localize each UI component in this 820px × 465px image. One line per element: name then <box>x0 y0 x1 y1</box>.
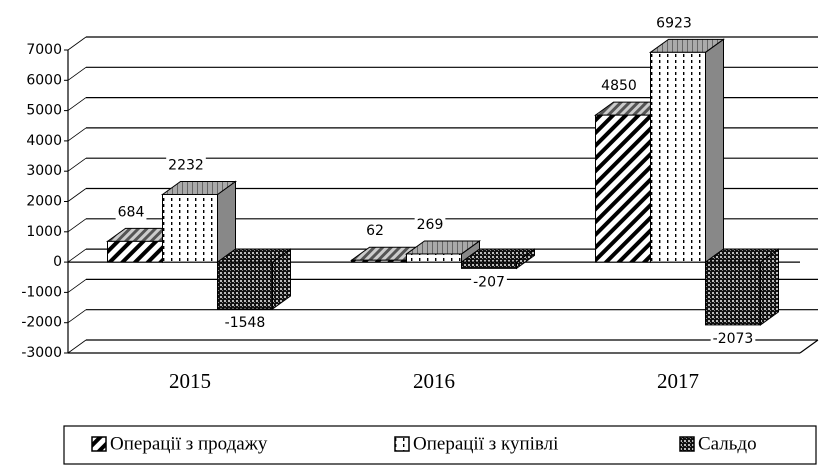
value-label-bg <box>115 204 147 221</box>
y-tick-label: 4000 <box>26 133 62 149</box>
bar <box>461 261 517 269</box>
y-tick-label: 0 <box>53 254 62 270</box>
x-tick-label: 2017 <box>657 369 699 393</box>
y-tick-label: -2000 <box>21 315 62 331</box>
legend-swatch <box>679 436 695 452</box>
value-label: 684 <box>118 204 145 220</box>
floor-side <box>799 339 819 354</box>
grid-connector <box>67 66 87 81</box>
value-label-bg <box>222 315 268 332</box>
bar <box>162 193 218 263</box>
y-tick-label: 2000 <box>26 194 62 210</box>
y-tick-label: 7000 <box>26 42 62 58</box>
grid-connector <box>67 218 87 233</box>
value-label: -1548 <box>225 315 266 331</box>
grid-connector <box>67 309 87 324</box>
bar <box>595 114 651 263</box>
legend-swatch <box>91 436 107 452</box>
bar <box>351 259 407 263</box>
value-label: -207 <box>473 274 505 290</box>
legend-label: Операції з купівлі <box>413 433 558 454</box>
bar <box>705 261 761 326</box>
bar-side <box>705 38 724 264</box>
value-label-bg <box>654 15 694 32</box>
value-label: 6923 <box>656 15 692 31</box>
value-label: 269 <box>417 217 444 233</box>
bar <box>406 253 462 263</box>
legend-swatch <box>394 436 410 452</box>
value-label: -2073 <box>713 331 754 347</box>
bar <box>107 240 163 263</box>
grid-connector <box>67 97 87 111</box>
value-label: 2232 <box>168 157 204 173</box>
grid-connector <box>67 279 87 293</box>
grid-connector <box>67 127 87 142</box>
y-tick-label: -3000 <box>21 345 62 361</box>
bar-side <box>217 180 236 264</box>
x-tick-label: 2015 <box>169 369 211 393</box>
legend-label: Операції з продажу <box>110 433 268 454</box>
grid-connector <box>67 36 87 51</box>
y-tick-label: 6000 <box>26 72 62 88</box>
y-tick-label: 5000 <box>26 103 62 119</box>
y-tick-label: 3000 <box>26 163 62 179</box>
x-tick-label: 2016 <box>413 369 455 393</box>
grid-connector <box>67 248 87 263</box>
value-label-bg <box>166 157 206 174</box>
legend-label: Сальдо <box>698 433 757 454</box>
bar <box>650 51 706 263</box>
grid-connector <box>67 188 87 202</box>
y-tick-label: 1000 <box>26 224 62 240</box>
value-label: 4850 <box>601 78 637 94</box>
grid-connector <box>67 157 87 172</box>
value-label-bg <box>710 330 756 347</box>
value-label-bg <box>599 78 639 95</box>
y-tick-label: -1000 <box>21 284 62 300</box>
value-label: 62 <box>366 223 384 239</box>
grid-connector <box>67 339 87 354</box>
bar <box>217 261 273 310</box>
value-label-bg <box>364 223 386 240</box>
value-label-bg <box>471 274 507 291</box>
value-label-bg <box>414 216 446 233</box>
